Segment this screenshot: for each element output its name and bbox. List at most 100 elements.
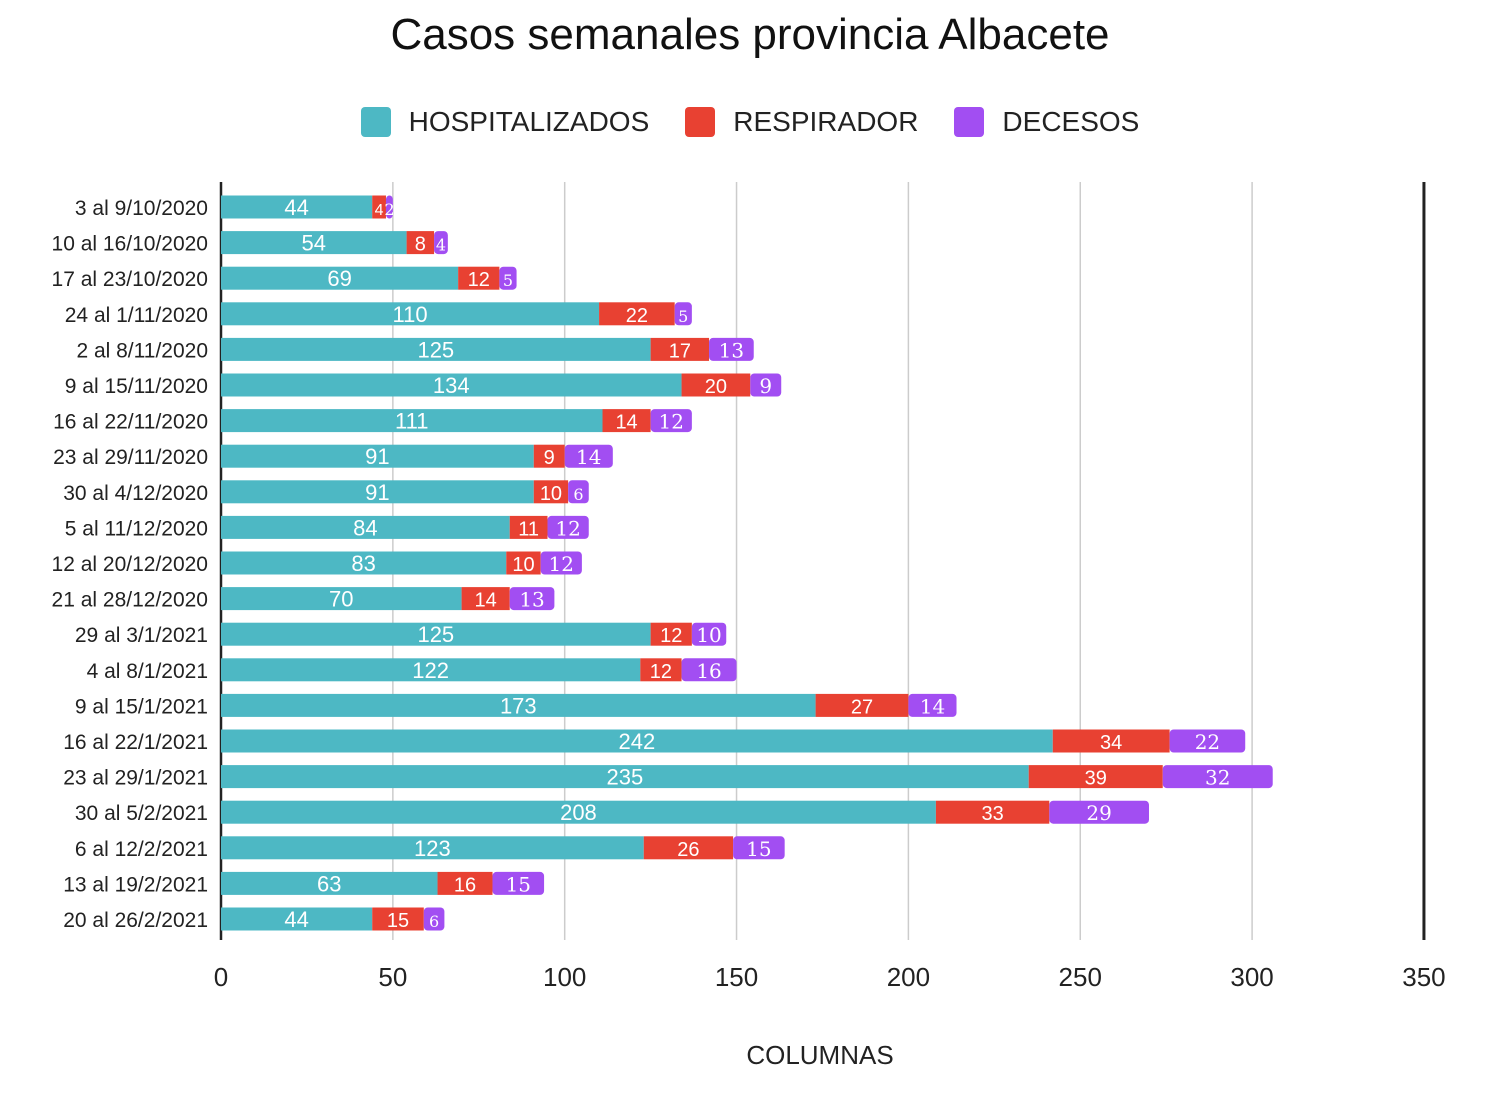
bar-hospitalizados bbox=[221, 907, 373, 931]
bar-hospitalizados bbox=[221, 765, 1029, 789]
data-label: 34 bbox=[1100, 732, 1122, 754]
data-label: 17 bbox=[669, 340, 691, 362]
data-label: 14 bbox=[475, 590, 497, 612]
legend-swatch-hospitalizados bbox=[360, 107, 391, 137]
data-label: 5 bbox=[678, 307, 688, 326]
data-label: 12 bbox=[468, 269, 490, 291]
data-label: 6 bbox=[429, 912, 439, 931]
bar-hospitalizados bbox=[221, 195, 373, 219]
data-label: 8 bbox=[415, 234, 426, 256]
y-tick-label: 3 al 9/10/2020 bbox=[75, 197, 208, 220]
bar-respirador bbox=[643, 836, 734, 860]
legend-label-decesos: DECESOS bbox=[1002, 106, 1140, 137]
bar-hospitalizados bbox=[221, 409, 603, 433]
y-tick-label: 16 al 22/11/2020 bbox=[53, 411, 208, 434]
data-label: 15 bbox=[746, 837, 771, 861]
data-label: 33 bbox=[981, 803, 1003, 825]
data-label: 14 bbox=[615, 412, 637, 434]
x-tick-label: 150 bbox=[715, 962, 758, 992]
x-tick-label: 250 bbox=[1059, 962, 1102, 992]
x-tick-label: 0 bbox=[214, 962, 228, 992]
bar-decesos bbox=[1049, 800, 1149, 824]
bar-decesos bbox=[492, 871, 545, 895]
data-label: 13 bbox=[719, 338, 744, 362]
x-tick-label: 100 bbox=[543, 962, 586, 992]
bar-decesos bbox=[564, 444, 613, 468]
bar-decesos bbox=[733, 836, 785, 860]
data-label: 84 bbox=[353, 515, 377, 540]
legend-label-respirador: RESPIRADOR bbox=[733, 106, 919, 137]
y-tick-label: 13 al 19/2/2021 bbox=[63, 873, 208, 896]
data-label: 44 bbox=[284, 195, 308, 220]
y-tick-label: 23 al 29/1/2021 bbox=[63, 767, 208, 790]
y-tick-label: 12 al 20/12/2020 bbox=[52, 553, 208, 576]
data-label: 12 bbox=[660, 625, 682, 647]
bar-decesos bbox=[423, 907, 445, 931]
data-label: 5 bbox=[503, 271, 513, 290]
bar-decesos bbox=[674, 302, 692, 326]
data-label: 44 bbox=[284, 907, 308, 932]
bar-respirador bbox=[681, 373, 751, 397]
x-axis-title: COLUMNAS bbox=[746, 1040, 894, 1070]
bar-respirador bbox=[372, 907, 424, 931]
data-label: 6 bbox=[573, 485, 583, 504]
chart-title: Casos semanales provincia Albacete bbox=[390, 10, 1110, 59]
legend-item-respirador: RESPIRADOR bbox=[685, 106, 918, 138]
data-label: 13 bbox=[519, 588, 544, 612]
data-label: 12 bbox=[549, 552, 574, 576]
bar-respirador bbox=[406, 231, 435, 255]
y-tick-label: 16 al 22/1/2021 bbox=[63, 731, 208, 754]
data-label: 14 bbox=[576, 445, 601, 469]
data-label: 10 bbox=[540, 483, 562, 505]
data-label: 91 bbox=[365, 444, 389, 469]
bar-hospitalizados bbox=[221, 480, 534, 504]
bar-hospitalizados bbox=[221, 444, 534, 468]
data-label: 235 bbox=[606, 765, 643, 790]
data-label: 32 bbox=[1205, 766, 1230, 790]
bar-hospitalizados bbox=[221, 302, 600, 326]
bar-respirador bbox=[437, 871, 493, 895]
data-label: 9 bbox=[759, 374, 772, 398]
bar-hospitalizados bbox=[221, 622, 651, 646]
legend: HOSPITALIZADOS RESPIRADOR DECESOS bbox=[0, 106, 1500, 138]
bar-decesos bbox=[547, 515, 589, 539]
y-tick-label: 4 al 8/1/2021 bbox=[87, 660, 208, 683]
data-label: 22 bbox=[626, 305, 648, 327]
data-label: 63 bbox=[317, 871, 341, 896]
bar-respirador bbox=[372, 195, 386, 219]
data-label: 123 bbox=[414, 836, 451, 861]
data-label: 12 bbox=[650, 661, 672, 683]
bar-hospitalizados bbox=[221, 551, 507, 575]
y-tick-label: 5 al 11/12/2020 bbox=[65, 517, 208, 540]
data-label: 208 bbox=[560, 800, 597, 825]
bar-hospitalizados bbox=[221, 693, 816, 717]
data-label: 110 bbox=[392, 302, 427, 327]
data-label: 27 bbox=[851, 696, 873, 718]
bar-decesos bbox=[509, 587, 555, 611]
x-tick-label: 50 bbox=[378, 962, 407, 992]
bar-respirador bbox=[533, 480, 569, 504]
data-label: 12 bbox=[555, 516, 580, 540]
x-tick-label: 350 bbox=[1402, 962, 1445, 992]
data-label: 70 bbox=[329, 587, 353, 612]
y-tick-label: 6 al 12/2/2021 bbox=[75, 838, 208, 861]
bar-respirador bbox=[509, 515, 548, 539]
bar-hospitalizados bbox=[221, 729, 1053, 753]
bar-respirador bbox=[650, 622, 692, 646]
y-tick-label: 30 al 5/2/2021 bbox=[75, 802, 208, 825]
y-tick-label: 2 al 8/11/2020 bbox=[76, 339, 208, 362]
y-tick-label: 20 al 26/2/2021 bbox=[63, 909, 208, 932]
data-label: 2 bbox=[384, 200, 394, 219]
data-label: 16 bbox=[454, 874, 476, 896]
bar-decesos bbox=[908, 693, 957, 717]
x-tick-label: 200 bbox=[887, 962, 930, 992]
data-label: 111 bbox=[395, 409, 428, 434]
bar-decesos bbox=[650, 409, 692, 433]
y-tick-label: 29 al 3/1/2021 bbox=[75, 624, 208, 647]
legend-item-hospitalizados: HOSPITALIZADOS bbox=[360, 106, 649, 138]
data-label: 12 bbox=[659, 410, 684, 434]
y-tick-label: 30 al 4/12/2020 bbox=[63, 482, 208, 505]
bar-decesos bbox=[1169, 729, 1246, 753]
bar-respirador bbox=[599, 302, 675, 326]
y-tick-label: 23 al 29/11/2020 bbox=[53, 446, 208, 469]
